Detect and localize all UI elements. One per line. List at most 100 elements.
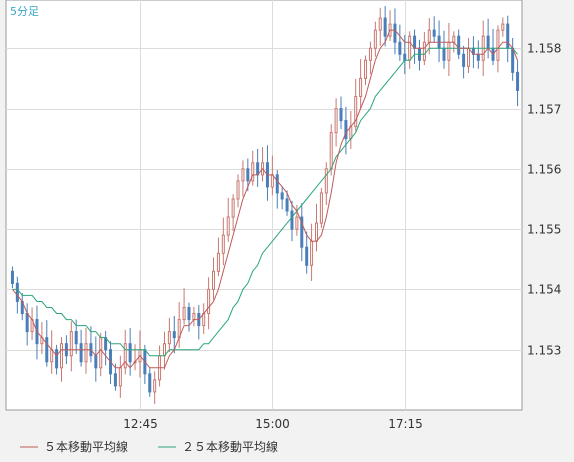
y-tick-label: 1.155 (527, 223, 561, 237)
candle-body-down (403, 53, 407, 61)
plot-area (5, 0, 523, 411)
candle-body-up (422, 41, 426, 61)
candle-body-down (442, 47, 446, 61)
candle-body-up (349, 126, 353, 140)
candle-body-down (432, 29, 436, 37)
candle-body-up (162, 343, 166, 357)
candle-body-up (319, 192, 323, 224)
candle-body-up (182, 307, 186, 321)
candle-body-up (153, 379, 157, 393)
y-tick-label: 1.153 (527, 344, 561, 358)
candle-body-down (486, 35, 490, 49)
candle-body-up (310, 240, 314, 266)
candle-body-up (270, 174, 274, 188)
candle-body-down (148, 373, 152, 393)
candle-body-down (339, 108, 343, 122)
candle-body-down (94, 355, 98, 369)
legend-label-ma5: ５本移動平均線 (44, 439, 128, 454)
candle-body-up (50, 349, 54, 363)
candle-body-down (15, 282, 19, 302)
candle-body-up (408, 35, 412, 61)
candle-body-down (516, 71, 520, 91)
candle-body-up (212, 270, 216, 290)
y-axis-ticks: 1.153 1.154 1.155 1.156 1.157 1.158 (527, 42, 561, 358)
x-tick-label: 12:45 (123, 417, 158, 431)
candle-body-down (128, 343, 132, 363)
candle-body-down (172, 331, 176, 339)
candle-body-down (10, 270, 14, 284)
candle-body-up (251, 162, 255, 182)
candle-body-down (290, 210, 294, 230)
candle-body-down (462, 53, 466, 67)
candle-body-up (354, 95, 358, 128)
legend: ５本移動平均線 ２５本移動平均線 (20, 439, 278, 454)
candle-body-down (344, 120, 348, 140)
candle-body-down (457, 35, 461, 55)
candle-body-up (501, 23, 505, 31)
candle-body-up (221, 234, 225, 254)
candle-body-up (231, 198, 235, 218)
candle-body-up (123, 343, 127, 369)
candle-body-up (368, 47, 372, 61)
candle-body-down (285, 198, 289, 212)
x-tick-label: 17:15 (388, 417, 423, 431)
candle-body-down (476, 53, 480, 61)
candle-body-down (25, 313, 29, 333)
candle-body-up (216, 252, 220, 272)
candle-body-up (59, 343, 63, 369)
candle-body-up (467, 47, 471, 67)
candle-body-up (373, 29, 377, 49)
candle-body-down (55, 349, 59, 369)
candle-body-up (84, 343, 88, 363)
candle-body-down (104, 337, 108, 351)
candle-body-down (45, 337, 49, 363)
ma25-line (12, 47, 518, 357)
candle-body-down (256, 162, 260, 176)
candle-body-down (246, 168, 250, 182)
candle-body-up (241, 168, 245, 182)
candle-body-up (207, 288, 211, 315)
candle-body-up (192, 313, 196, 321)
candle-body-up (364, 59, 368, 79)
x-axis-ticks: 12:45 15:00 17:15 (123, 417, 423, 431)
candle-body-down (113, 373, 117, 387)
candle-body-up (69, 331, 73, 357)
candle-body-down (275, 174, 279, 194)
candle-body-down (393, 23, 397, 43)
candle-body-up (118, 367, 122, 387)
candle-body-up (496, 29, 500, 61)
candle-body-up (427, 29, 431, 43)
legend-label-ma25: ２５本移動平均線 (182, 439, 278, 454)
candle-body-up (226, 216, 230, 236)
candle-body-up (329, 132, 333, 170)
candle-body-up (378, 17, 382, 31)
candle-body-up (202, 313, 206, 327)
x-tick-label: 15:00 (255, 417, 290, 431)
candle-body-up (324, 168, 328, 194)
candle-body-down (511, 47, 515, 73)
candle-body-up (447, 41, 451, 61)
candle-body-down (74, 331, 78, 345)
candle-body-down (305, 246, 309, 266)
candle-body-up (314, 222, 318, 242)
timeframe-label: 5分足 (10, 5, 39, 18)
ma5-line (12, 29, 518, 369)
candle-body-up (99, 337, 103, 369)
candle-body-down (280, 192, 284, 200)
candle-body-down (506, 23, 510, 49)
candle-body-down (383, 17, 387, 37)
y-tick-label: 1.154 (527, 283, 561, 297)
candle-body-down (187, 307, 191, 321)
candle-body-up (167, 331, 171, 345)
candle-body-up (359, 77, 363, 97)
y-tick-label: 1.156 (527, 163, 561, 177)
y-tick-label: 1.158 (527, 42, 561, 56)
candle-body-up (236, 180, 240, 200)
candle-body-down (79, 343, 83, 363)
candles (10, 6, 520, 404)
y-tick-label: 1.157 (527, 103, 561, 117)
candle-body-down (398, 41, 402, 55)
candle-body-up (295, 216, 299, 230)
